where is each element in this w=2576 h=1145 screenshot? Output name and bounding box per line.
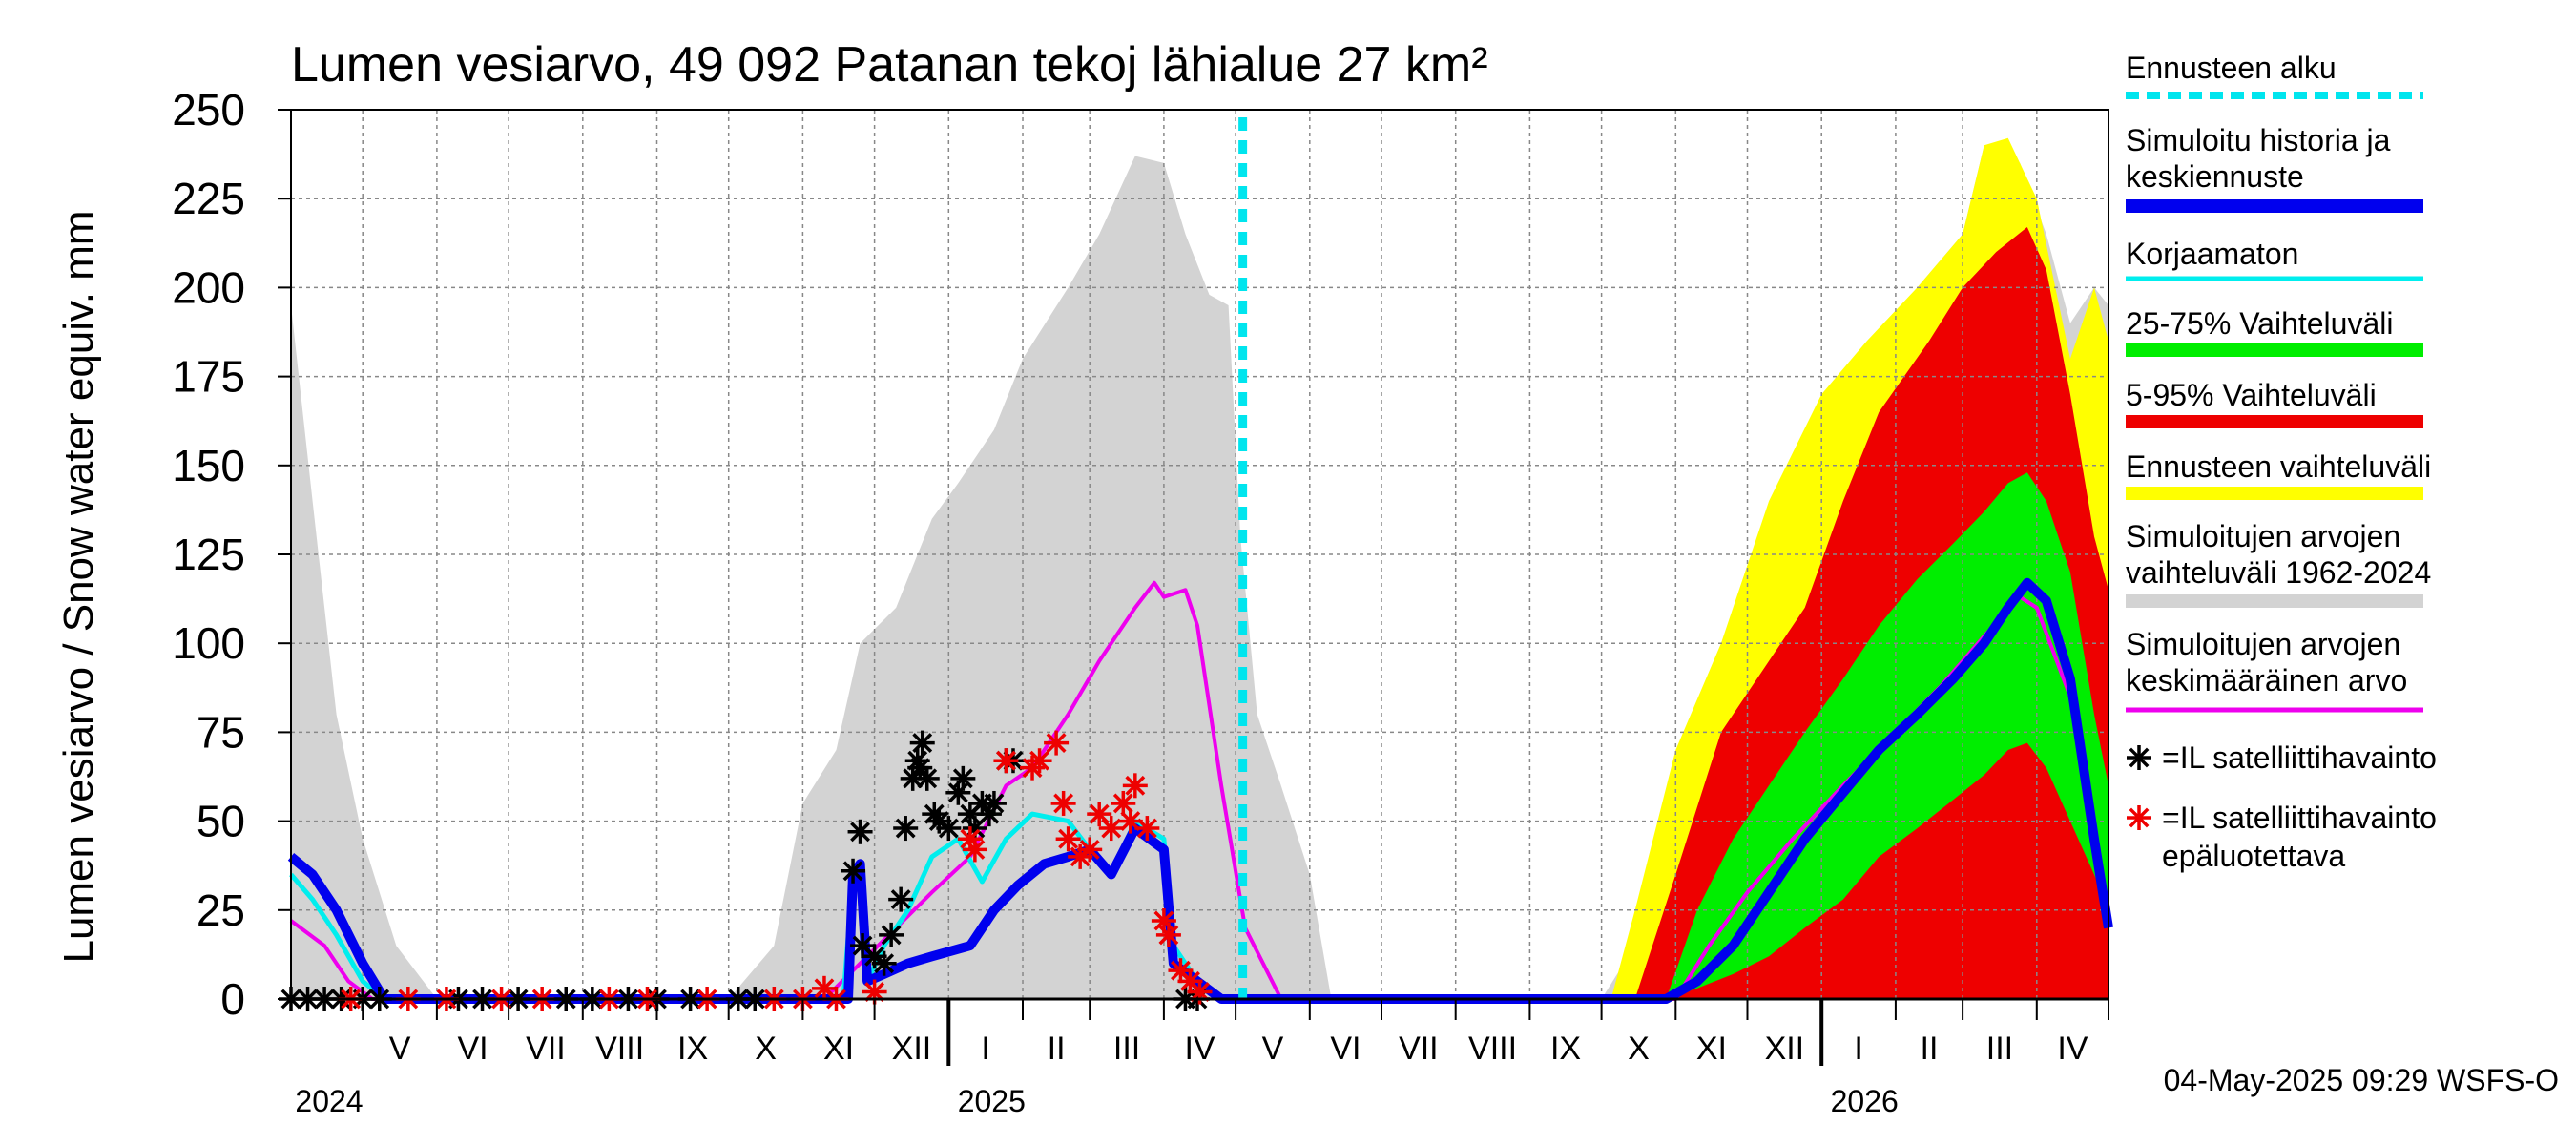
month-label: I [981, 1030, 989, 1067]
y-tick-label: 125 [172, 530, 245, 579]
legend-item: =IL satelliittihavainto epäluotettava [2127, 801, 2437, 873]
obs-marker-unreliable [1027, 748, 1052, 774]
obs-marker-unreliable [1044, 730, 1070, 756]
legend-label: =IL satelliittihavainto [2162, 740, 2437, 775]
band-p5-95 [1634, 227, 2109, 999]
year-label: 2024 [295, 1084, 363, 1118]
y-tick-label: 150 [172, 441, 245, 490]
y-tick-label: 75 [197, 707, 245, 757]
month-label: VII [526, 1030, 566, 1067]
y-tick-label: 100 [172, 618, 245, 668]
legend-marker [2127, 805, 2151, 830]
month-label: II [1921, 1030, 1939, 1067]
obs-marker-unreliable [1098, 816, 1124, 842]
obs-marker-unreliable [1077, 837, 1103, 863]
obs-marker [950, 765, 976, 791]
obs-marker-unreliable [993, 748, 1019, 774]
legend-item: =IL satelliittihavainto [2127, 740, 2437, 775]
legend-label: Simuloitu historia ja keskiennuste [2126, 123, 2391, 194]
month-label: II [1048, 1030, 1066, 1067]
obs-marker [871, 950, 897, 976]
y-tick-label: 25 [197, 885, 245, 935]
obs-marker [847, 819, 873, 844]
legend-item: Ennusteen vaihteluväli [2126, 449, 2431, 500]
obs-marker [936, 816, 962, 842]
month-label: XII [892, 1030, 932, 1067]
y-tick-label: 175 [172, 352, 245, 402]
y-tick-label: 200 [172, 262, 245, 312]
obs-marker [879, 922, 904, 947]
month-label: XI [1696, 1030, 1727, 1067]
month-label: IX [677, 1030, 708, 1067]
band-hist-range [291, 145, 2109, 1000]
obs-marker-unreliable [1087, 802, 1112, 827]
month-label: I [1854, 1030, 1862, 1067]
obs-marker [888, 886, 914, 912]
legend-label: Korjaamaton [2126, 237, 2298, 271]
legend-item: 25-75% Vaihteluväli [2126, 306, 2423, 357]
y-tick-label: 225 [172, 174, 245, 223]
obs-marker [914, 765, 940, 791]
legend-label: 25-75% Vaihteluväli [2126, 306, 2393, 341]
legend-label: Ennusteen alku [2126, 51, 2337, 85]
month-label: VI [457, 1030, 488, 1067]
range-bands [291, 137, 2109, 1000]
chart-title: Lumen vesiarvo, 49 092 Patanan tekoj läh… [291, 37, 1488, 93]
legend-marker [2127, 745, 2151, 770]
legend-label: 5-95% Vaihteluväli [2126, 378, 2377, 412]
month-label: VII [1399, 1030, 1439, 1067]
obs-marker [893, 816, 919, 842]
obs-marker [981, 790, 1007, 816]
legend-item: 5-95% Vaihteluväli [2126, 378, 2423, 428]
month-label: VIII [1468, 1030, 1517, 1067]
obs-marker-unreliable [1050, 790, 1076, 816]
y-tick-label: 250 [172, 85, 245, 135]
footer-timestamp: 04-May-2025 09:29 WSFS-O [2164, 1063, 2559, 1097]
legend-label: =IL satelliittihavainto epäluotettava [2162, 801, 2437, 873]
month-label: IV [1184, 1030, 1215, 1067]
month-label: X [755, 1030, 777, 1067]
legend-item: Simuloitujen arvojen keskimääräinen arvo [2126, 627, 2423, 713]
month-label: VI [1330, 1030, 1361, 1067]
month-label: XI [823, 1030, 854, 1067]
legend-item: Korjaamaton [2126, 237, 2423, 281]
month-label: IV [2057, 1030, 2088, 1067]
obs-marker-unreliable [962, 837, 987, 863]
legend-label: Ennusteen vaihteluväli [2126, 449, 2431, 484]
y-tick-label: 0 [220, 974, 245, 1024]
obs-marker-unreliable [1187, 979, 1213, 1005]
month-label: IX [1550, 1030, 1581, 1067]
legend-item: Simuloitu historia ja keskiennuste [2126, 123, 2423, 213]
legend-label: Simuloitujen arvojen vaihteluväli 1962-20… [2126, 519, 2431, 590]
month-label: X [1628, 1030, 1650, 1067]
month-label: XII [1765, 1030, 1805, 1067]
legend-item: Ennusteen alku [2126, 51, 2423, 99]
month-label: III [1986, 1030, 2013, 1067]
obs-marker-unreliable [1122, 773, 1148, 799]
month-label: VIII [595, 1030, 644, 1067]
observation-markers [279, 730, 1213, 1011]
legend-label: Simuloitujen arvojen keskimääräinen arvo [2126, 627, 2407, 697]
obs-marker-unreliable [1134, 816, 1160, 842]
y-axis-label: Lumen vesiarvo / Snow water equiv. mm [55, 210, 102, 963]
y-tick-label: 50 [197, 797, 245, 846]
obs-marker-unreliable [1055, 826, 1081, 852]
month-label: V [389, 1030, 411, 1067]
obs-marker [909, 730, 935, 756]
year-label: 2025 [958, 1084, 1026, 1118]
legend-item: Simuloitujen arvojen vaihteluväli 1962-20… [2126, 519, 2431, 608]
month-label: III [1113, 1030, 1140, 1067]
obs-marker-unreliable [1155, 922, 1181, 947]
obs-marker [841, 858, 866, 884]
year-label: 2026 [1831, 1084, 1899, 1118]
legend: Ennusteen alku Simuloitu historia ja keski… [2126, 51, 2437, 873]
month-label: V [1262, 1030, 1284, 1067]
